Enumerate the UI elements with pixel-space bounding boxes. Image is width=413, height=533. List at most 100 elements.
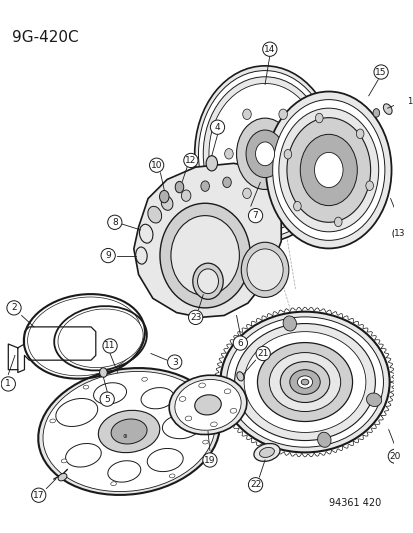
Ellipse shape [259, 447, 274, 457]
Ellipse shape [382, 104, 391, 115]
Ellipse shape [141, 377, 147, 381]
Ellipse shape [366, 393, 381, 407]
Ellipse shape [301, 379, 308, 385]
Ellipse shape [200, 181, 209, 191]
Polygon shape [133, 163, 280, 317]
Ellipse shape [278, 108, 378, 232]
Text: ⊕: ⊕ [122, 434, 126, 439]
Ellipse shape [83, 385, 89, 389]
Ellipse shape [278, 109, 287, 119]
Text: 4: 4 [214, 123, 220, 132]
Ellipse shape [50, 419, 55, 423]
Ellipse shape [174, 379, 240, 430]
Ellipse shape [242, 109, 251, 119]
Text: 20: 20 [389, 452, 400, 461]
Ellipse shape [147, 448, 183, 472]
Circle shape [107, 215, 122, 229]
Ellipse shape [169, 375, 246, 434]
Circle shape [248, 208, 262, 223]
Ellipse shape [147, 206, 161, 223]
Circle shape [202, 453, 216, 467]
Ellipse shape [255, 142, 274, 166]
Circle shape [101, 248, 115, 263]
Circle shape [387, 449, 401, 463]
Ellipse shape [198, 70, 331, 237]
Text: 11: 11 [104, 342, 116, 350]
Ellipse shape [100, 368, 107, 377]
Ellipse shape [222, 177, 231, 188]
Ellipse shape [202, 440, 208, 444]
Text: 9G-420C: 9G-420C [12, 30, 78, 45]
Ellipse shape [58, 309, 143, 368]
Text: 3: 3 [171, 358, 177, 367]
Ellipse shape [334, 217, 341, 227]
Circle shape [183, 154, 197, 167]
Circle shape [1, 377, 15, 391]
Circle shape [7, 301, 21, 315]
Ellipse shape [356, 129, 363, 139]
Circle shape [248, 478, 262, 492]
Ellipse shape [220, 312, 389, 453]
Text: 5: 5 [104, 394, 110, 403]
Circle shape [262, 42, 276, 56]
Ellipse shape [43, 372, 215, 491]
Ellipse shape [192, 263, 223, 300]
Ellipse shape [107, 461, 140, 482]
Ellipse shape [56, 399, 97, 426]
Ellipse shape [236, 118, 293, 189]
Ellipse shape [253, 443, 279, 462]
Text: 21: 21 [257, 349, 268, 358]
Ellipse shape [269, 352, 340, 411]
Ellipse shape [197, 269, 218, 294]
Text: 1: 1 [5, 379, 11, 389]
Text: 14: 14 [263, 45, 275, 54]
Ellipse shape [257, 343, 352, 422]
Ellipse shape [162, 415, 200, 439]
Ellipse shape [209, 84, 320, 224]
Ellipse shape [179, 397, 185, 401]
Ellipse shape [111, 482, 116, 486]
Ellipse shape [293, 201, 301, 211]
Ellipse shape [241, 243, 288, 297]
Ellipse shape [297, 376, 312, 388]
Circle shape [167, 355, 181, 369]
Ellipse shape [194, 395, 221, 415]
Ellipse shape [93, 383, 126, 404]
Ellipse shape [224, 389, 230, 394]
Ellipse shape [135, 247, 147, 264]
Ellipse shape [171, 216, 239, 295]
Circle shape [404, 94, 413, 109]
Ellipse shape [278, 188, 287, 199]
Ellipse shape [283, 149, 291, 159]
Ellipse shape [266, 92, 391, 248]
Circle shape [103, 339, 117, 353]
Ellipse shape [185, 416, 191, 421]
Circle shape [233, 336, 247, 350]
Circle shape [188, 310, 202, 325]
Ellipse shape [282, 316, 296, 331]
Text: 22: 22 [249, 480, 261, 489]
Ellipse shape [61, 459, 67, 463]
Ellipse shape [286, 118, 370, 222]
Ellipse shape [230, 408, 236, 413]
Ellipse shape [226, 317, 382, 447]
Ellipse shape [296, 149, 305, 159]
Text: 94361 420: 94361 420 [328, 498, 380, 507]
Circle shape [31, 488, 46, 502]
Ellipse shape [161, 196, 173, 211]
Ellipse shape [159, 190, 169, 203]
Ellipse shape [247, 249, 282, 290]
Text: 23: 23 [190, 313, 201, 322]
Ellipse shape [38, 368, 219, 495]
Text: 16: 16 [406, 97, 413, 106]
Ellipse shape [299, 134, 356, 206]
Ellipse shape [28, 297, 141, 376]
Ellipse shape [206, 156, 217, 171]
Circle shape [255, 346, 270, 361]
Ellipse shape [234, 324, 375, 441]
Text: 15: 15 [375, 68, 386, 77]
Ellipse shape [58, 473, 67, 481]
Text: 10: 10 [151, 161, 162, 169]
Ellipse shape [317, 432, 330, 447]
Ellipse shape [224, 149, 233, 159]
